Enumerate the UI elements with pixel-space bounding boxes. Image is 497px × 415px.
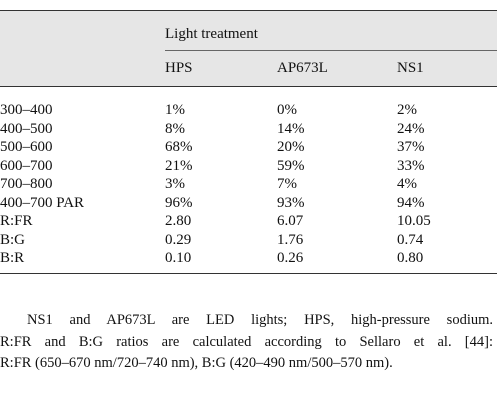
- table-cell: 68%: [165, 139, 193, 155]
- footnote-line: NS1 and AP673L are LED lights; HPS, high…: [27, 312, 493, 328]
- table-cell: 24%: [397, 120, 425, 137]
- table-cell: 14%: [277, 120, 305, 137]
- row-label: 700–800: [0, 176, 53, 192]
- footnote-line: R:FR (650–670 nm/720–740 nm), B:G (420–4…: [0, 355, 393, 371]
- table-cell: 6.07: [277, 213, 304, 229]
- table-cell: 10.05: [397, 213, 431, 229]
- table-cell: 2.80: [165, 213, 192, 229]
- group-rule: [165, 50, 497, 51]
- table-cell: 96%: [165, 194, 193, 211]
- table-cell: 1%: [165, 102, 185, 118]
- table-cell: 1.76: [277, 231, 304, 248]
- table-cell: 93%: [277, 194, 305, 211]
- row-label: 400–700 PAR: [0, 194, 85, 211]
- bottom-rule: [0, 273, 497, 274]
- table-cell: 0.80: [397, 250, 424, 266]
- row-label: 600–700: [0, 157, 53, 174]
- row-label: B:R: [0, 250, 25, 266]
- footnote-line: R:FR and B:G ratios are calculated accor…: [0, 333, 493, 350]
- table-cell: 37%: [397, 139, 425, 155]
- row-label: 300–400: [0, 102, 53, 118]
- table-cell: 0%: [277, 102, 297, 118]
- table-cell: 21%: [165, 157, 193, 174]
- table-cell: 2%: [397, 102, 417, 118]
- table-cell: 0.74: [397, 231, 424, 248]
- table-cell: 3%: [165, 176, 185, 192]
- table-cell: 33%: [397, 157, 425, 174]
- row-label: 400–500: [0, 120, 53, 137]
- row-label: R:FR: [0, 213, 33, 229]
- table-cell: 8%: [165, 120, 185, 137]
- row-label: B:G: [0, 231, 26, 248]
- group-header: Light treatment: [165, 26, 258, 42]
- table-cell: 94%: [397, 194, 425, 211]
- table-cell: 4%: [397, 176, 417, 192]
- column-header: HPS: [165, 60, 193, 76]
- top-rule: [0, 10, 497, 11]
- header-background: [0, 10, 497, 86]
- table-cell: 7%: [277, 176, 297, 192]
- table-cell: 20%: [277, 139, 305, 155]
- table-cell: 0.10: [165, 250, 192, 266]
- table-cell: 0.29: [165, 231, 192, 248]
- row-label: 500–600: [0, 139, 53, 155]
- column-header: AP673L: [277, 60, 328, 76]
- table-cell: 59%: [277, 157, 305, 174]
- table-cell: 0.26: [277, 250, 304, 266]
- column-header: NS1: [397, 60, 424, 76]
- header-rule: [0, 86, 497, 87]
